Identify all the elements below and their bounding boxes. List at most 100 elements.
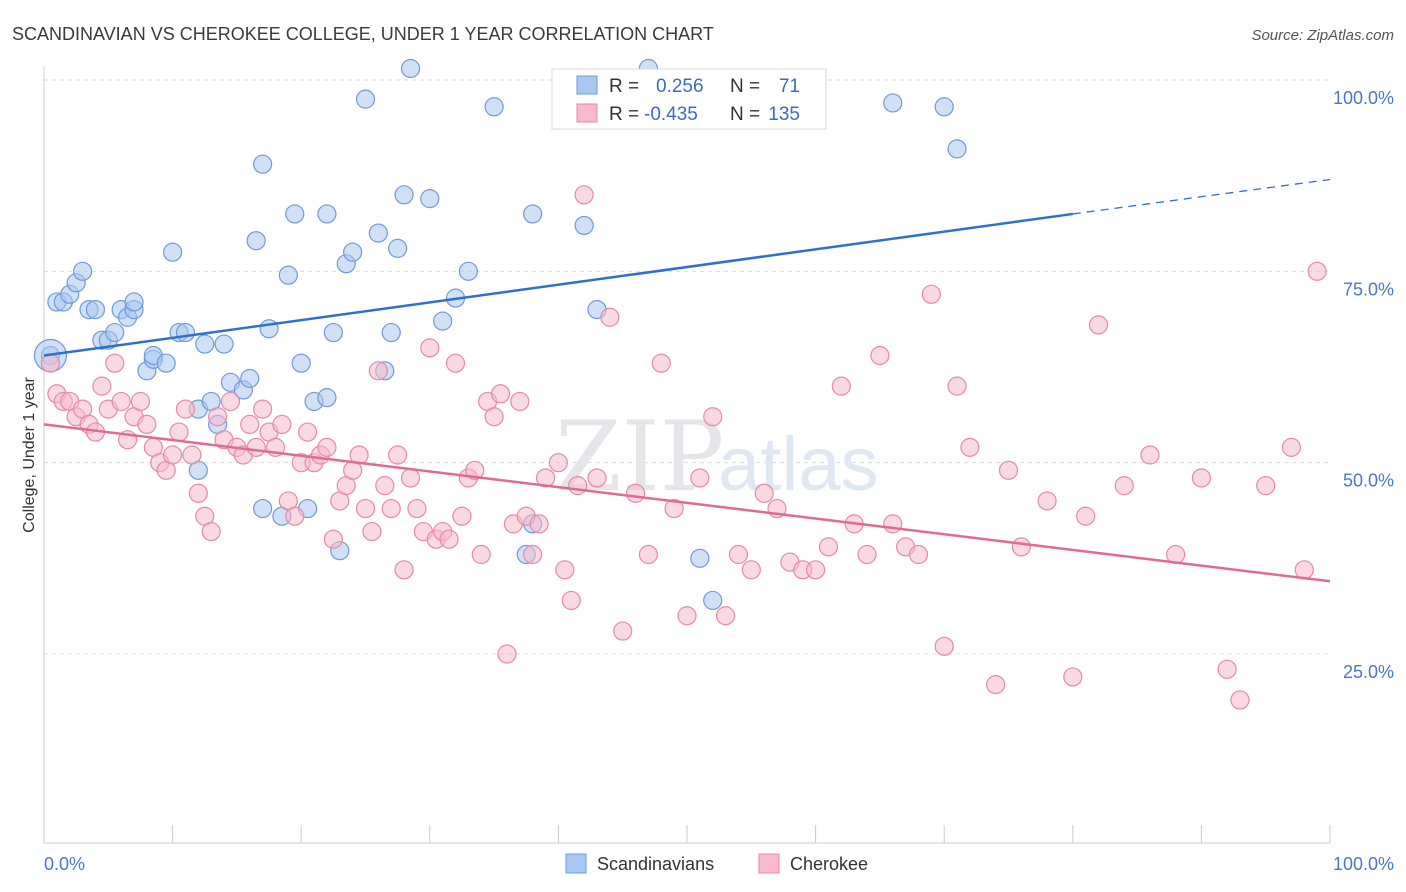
cherokee-point-67 [471, 544, 491, 565]
scandinavians-point-48 [368, 223, 388, 243]
scandinavians-point-37 [285, 204, 305, 224]
cherokee-point-105 [870, 345, 890, 366]
correlation-legend: R = 0.256 N = 71 R = -0.435 N = 135 [551, 68, 827, 130]
cherokee-point-73 [510, 391, 530, 412]
cherokee-point-80 [561, 590, 581, 611]
cherokee-point-106 [883, 514, 903, 534]
trend-lines [43, 178, 1331, 583]
cherokee-point-93 [715, 606, 736, 626]
cherokee-point-102 [831, 376, 851, 396]
scandinavians-point-70 [947, 139, 967, 159]
scandinavians-point-24 [195, 334, 215, 354]
scandinavians-point-10 [105, 322, 125, 343]
trend-line-scandinavians-extension [1072, 178, 1331, 215]
cherokee-point-14 [130, 391, 151, 412]
cherokee-point-19 [163, 445, 183, 465]
scandinavians-point-18 [156, 353, 176, 373]
y-tick-label-1: 75.0% [1343, 279, 1394, 299]
cherokee-point-70 [490, 384, 511, 404]
y-tick-labels: 100.0% 75.0% 50.0% 25.0% [1333, 88, 1394, 682]
cherokee-point-54 [388, 445, 408, 465]
scandinavians-point-54 [420, 189, 440, 209]
cherokee-point-94 [728, 544, 749, 565]
cherokee-point-108 [908, 544, 929, 565]
cherokee-point-85 [613, 621, 633, 641]
cherokee-point-125 [1230, 690, 1250, 710]
cherokee-point-109 [921, 284, 941, 304]
cherokee-point-79 [555, 560, 575, 580]
series-legend: Scandinavians Cherokee [565, 853, 868, 874]
scandinavians-point-33 [253, 498, 273, 519]
cherokee-point-25 [201, 521, 221, 542]
cherokee-point-8 [92, 376, 112, 396]
cherokee-point-86 [625, 483, 646, 503]
cherokee-point-62 [439, 529, 459, 549]
scandinavians-point-46 [343, 242, 363, 262]
cherokee-point-128 [1294, 560, 1314, 580]
cherokee-point-71 [497, 644, 517, 664]
scandinavians-point-38 [291, 353, 311, 373]
cherokee-point-120 [1114, 476, 1134, 496]
cherokee-point-56 [400, 468, 421, 488]
scandinavians-point-66 [690, 548, 710, 568]
cherokee-point-33 [253, 399, 273, 419]
y-tick-label-2: 50.0% [1343, 471, 1394, 491]
cherokee-point-36 [272, 414, 292, 434]
x-tick-label-right: 100.0% [1333, 854, 1394, 874]
cherokee-point-100 [805, 560, 826, 580]
cherokee-point-88 [651, 353, 671, 373]
bottom-legend-swatch-scandinavians [565, 853, 587, 874]
scandinavians-point-47 [355, 89, 376, 109]
cherokee-point-43 [317, 437, 337, 457]
cherokee-point-53 [381, 498, 401, 519]
gridlines [44, 79, 1330, 655]
cherokee-point-110 [934, 636, 954, 656]
axes [43, 66, 1331, 844]
cherokee-point-38 [285, 506, 305, 526]
cherokee-point-77 [535, 468, 556, 488]
scandinavians-point-7 [85, 300, 106, 320]
scandinavians-point-41 [317, 388, 337, 408]
cherokee-point-129 [1307, 261, 1327, 281]
cherokee-point-22 [182, 445, 202, 465]
bottom-legend-label-scandinavians: Scandinavians [597, 854, 714, 874]
scandinavians-point-69 [934, 97, 954, 117]
scandinavians-point-19 [163, 242, 183, 262]
cherokee-point-57 [407, 498, 427, 519]
trend-line-cherokee [43, 423, 1331, 583]
cherokee-point-116 [1037, 491, 1057, 511]
legend-n-label-cherokee: N = [730, 104, 760, 125]
legend-n-value-scandinavians: 71 [779, 76, 800, 97]
scandinavians-point-36 [278, 265, 298, 285]
scandinavians-point-43 [323, 322, 343, 343]
cherokee-point-83 [587, 468, 607, 488]
cherokee-point-118 [1076, 506, 1096, 526]
watermark-atlas: atlas [718, 422, 879, 507]
scandinavians-point-5 [72, 261, 93, 281]
scandinavians-point-51 [388, 238, 408, 258]
chart-title: SCANDINAVIAN VS CHEROKEE COLLEGE, UNDER … [12, 24, 714, 44]
cherokee-point-52 [375, 476, 395, 496]
scandinavians-point-31 [246, 231, 266, 251]
cherokee-point-124 [1217, 659, 1237, 679]
cherokee-point-44 [323, 529, 343, 549]
cherokee-point-121 [1140, 445, 1160, 465]
cherokee-point-78 [548, 453, 569, 473]
scandinavians-point-53 [400, 58, 421, 79]
cherokee-point-26 [208, 407, 228, 427]
legend-n-value-cherokee: 135 [768, 104, 800, 125]
scandinavians-point-42 [317, 204, 337, 224]
chart-source: Source: ZipAtlas.com [1251, 27, 1394, 44]
cherokee-point-75 [523, 544, 543, 565]
cherokee-point-113 [986, 675, 1006, 695]
y-tick-label-0: 100.0% [1333, 88, 1394, 108]
scandinavians-point-68 [883, 93, 903, 113]
cherokee-point-20 [169, 422, 189, 442]
cherokee-point-90 [677, 606, 697, 626]
cherokee-point-50 [362, 521, 382, 542]
x-tick-label-left: 0.0% [44, 854, 85, 874]
cherokee-point-84 [600, 307, 620, 327]
cherokee-point-64 [452, 506, 472, 526]
cherokee-point-21 [175, 399, 196, 419]
cherokee-point-126 [1256, 476, 1276, 496]
